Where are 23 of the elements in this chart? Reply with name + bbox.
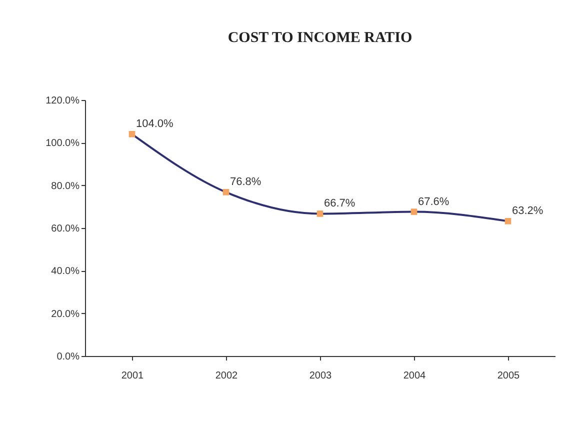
y-tick-label: 80.0% <box>51 180 80 192</box>
data-label: 66.7% <box>324 198 356 210</box>
data-label: 63.2% <box>512 205 544 218</box>
x-tick-label: 2001 <box>121 370 144 382</box>
x-tick-label: 2002 <box>215 370 238 382</box>
data-label: 67.6% <box>418 196 450 208</box>
y-tick-label: 0.0% <box>56 352 80 362</box>
point <box>410 208 418 215</box>
point <box>222 189 230 196</box>
data-label: 76.8% <box>230 176 262 188</box>
y-tick-label: 20.0% <box>51 308 80 320</box>
point <box>128 130 136 138</box>
y-tick-label: 60.0% <box>51 224 80 234</box>
x-tick-label: 2005 <box>497 370 520 382</box>
data-label: 104.0% <box>136 118 174 130</box>
point <box>316 210 324 217</box>
point <box>504 218 512 224</box>
chart-title: COST TO INCOME RATIO <box>228 30 412 46</box>
y-tick-label: 40.0% <box>51 266 80 278</box>
x-tick-label: 2003 <box>309 370 332 382</box>
y-tick-label: 100.0% <box>46 138 80 150</box>
x-tick-label: 2004 <box>403 370 426 382</box>
y-tick-label: 120.0% <box>46 96 80 106</box>
